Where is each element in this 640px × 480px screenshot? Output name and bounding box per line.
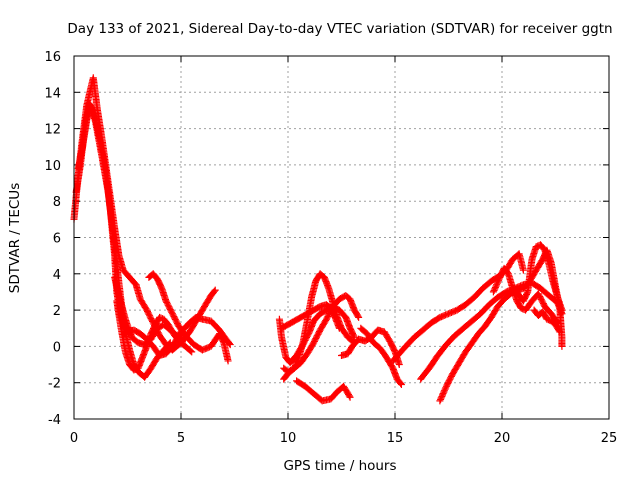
data-point xyxy=(555,327,563,335)
y-tick-label: -2 xyxy=(48,377,61,392)
series-arc-3 xyxy=(74,103,174,381)
y-axis-label: SDTVAR / TECUs xyxy=(7,183,23,293)
data-point xyxy=(187,347,195,355)
data-point xyxy=(188,348,196,356)
data-point xyxy=(397,379,405,387)
data-point xyxy=(355,313,363,321)
x-tick-label: 25 xyxy=(601,431,618,446)
y-tick-label: 16 xyxy=(44,50,61,65)
x-axis-label: GPS time / hours xyxy=(283,458,396,474)
data-point xyxy=(558,306,566,314)
series-arc-19 xyxy=(530,306,564,336)
series-arc-15 xyxy=(417,279,566,383)
plot-frame xyxy=(73,55,610,420)
series-arc-13 xyxy=(357,324,405,389)
data-point xyxy=(556,328,564,336)
data-point xyxy=(558,342,566,350)
data-point xyxy=(165,340,173,348)
data-point xyxy=(354,312,362,320)
x-tick-label: 0 xyxy=(70,431,78,446)
data-point xyxy=(211,286,219,294)
data-point xyxy=(436,397,444,405)
data-point xyxy=(395,361,403,369)
x-tick-labels: 0 5 10 15 20 25 xyxy=(70,431,617,446)
y-tick-label: 10 xyxy=(44,159,61,174)
x-tick-label: 15 xyxy=(387,431,404,446)
y-tick-label: 8 xyxy=(53,195,61,210)
data-point xyxy=(350,332,358,340)
y-tick-label: 2 xyxy=(53,304,61,319)
y-tick-label: -4 xyxy=(48,413,61,428)
series-arc-18 xyxy=(511,241,566,314)
y-tick-labels: -4 -2 0 2 4 6 8 10 12 14 16 xyxy=(44,50,61,428)
data-point xyxy=(166,339,174,347)
series-arc-11 xyxy=(293,377,354,405)
data-point xyxy=(345,392,353,400)
data-point xyxy=(397,381,405,389)
y-tick-label: 12 xyxy=(44,123,61,138)
y-tick-label: 6 xyxy=(53,232,61,247)
series-arc-5 xyxy=(113,297,196,374)
data-point xyxy=(335,324,343,332)
y-tick-label: 0 xyxy=(53,340,61,355)
data-point xyxy=(346,393,354,401)
chart-title: Day 133 of 2021, Sidereal Day-to-day VTE… xyxy=(67,21,612,37)
series-arc-6 xyxy=(145,270,232,365)
grid xyxy=(74,56,609,419)
x-tick-label: 10 xyxy=(280,431,297,446)
data-point xyxy=(226,341,234,349)
x-tick-label: 5 xyxy=(177,431,185,446)
y-tick-label: 4 xyxy=(53,268,61,283)
data-point xyxy=(519,266,527,274)
data-point xyxy=(225,340,233,347)
data-point xyxy=(224,357,232,365)
y-tick-label: 14 xyxy=(44,86,61,101)
data-point xyxy=(210,287,218,295)
series-arc-10 xyxy=(278,301,343,332)
data-series xyxy=(70,74,566,405)
x-tick-label: 20 xyxy=(494,431,511,446)
